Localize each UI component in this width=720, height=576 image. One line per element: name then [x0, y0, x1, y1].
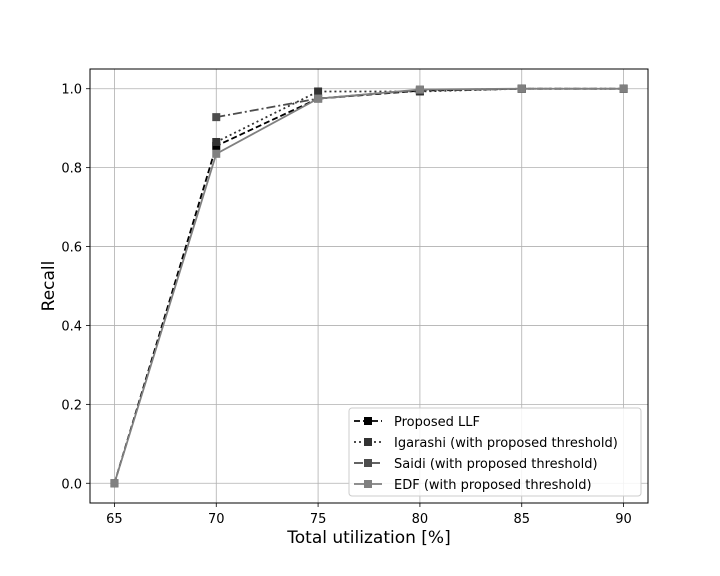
legend-swatch-marker — [364, 417, 372, 425]
y-tick-label: 1.0 — [61, 83, 82, 98]
y-tick-label: 0.2 — [61, 398, 82, 413]
y-axis-label: Recall — [39, 261, 59, 312]
series-layer — [110, 84, 628, 488]
legend-entry: Igarashi (with proposed threshold) — [354, 436, 618, 451]
legend-label: Igarashi (with proposed threshold) — [394, 436, 618, 451]
x-tick-label: 75 — [310, 512, 327, 527]
y-tick-label: 0.8 — [61, 162, 82, 177]
data-point — [212, 137, 221, 146]
data-point — [619, 84, 628, 93]
data-point — [517, 84, 526, 93]
legend: Proposed LLF Igarashi (with proposed thre… — [348, 407, 642, 497]
legend-label: Proposed LLF — [394, 415, 480, 430]
plot-frame — [89, 68, 649, 504]
data-point — [415, 85, 424, 94]
data-point — [110, 479, 119, 488]
y-tick-label: 0.6 — [61, 241, 82, 256]
data-point — [212, 149, 221, 158]
x-tick-label: 65 — [106, 512, 123, 527]
series-line — [113, 87, 624, 484]
data-point — [212, 113, 221, 122]
x-tick-label: 90 — [615, 512, 632, 527]
data-point — [314, 94, 323, 103]
grid-lines — [90, 69, 648, 503]
legend-swatch-marker — [364, 459, 372, 467]
legend-swatch-marker — [364, 438, 372, 446]
x-tick-label: 85 — [513, 512, 530, 527]
x-axis-label: Total utilization [%] — [286, 528, 450, 548]
legend-label: Saidi (with proposed threshold) — [394, 457, 598, 472]
legend-label: EDF (with proposed threshold) — [394, 478, 592, 493]
legend-entry: Saidi (with proposed threshold) — [354, 457, 598, 472]
x-tick-label: 70 — [208, 512, 225, 527]
x-tick-label: 80 — [412, 512, 429, 527]
axis-ticks: 65 70 75 80 85 90 0.0 0.2 0.4 0.6 0.8 1.0 — [61, 83, 632, 527]
legend-entry: EDF (with proposed threshold) — [354, 478, 592, 493]
legend-entry: Proposed LLF — [354, 415, 480, 430]
data-point — [314, 87, 323, 96]
y-tick-label: 0.4 — [61, 319, 82, 334]
series-3 — [110, 84, 628, 488]
legend-box — [348, 407, 642, 497]
y-tick-label: 0.0 — [61, 477, 82, 492]
legend-swatch-marker — [364, 480, 372, 488]
